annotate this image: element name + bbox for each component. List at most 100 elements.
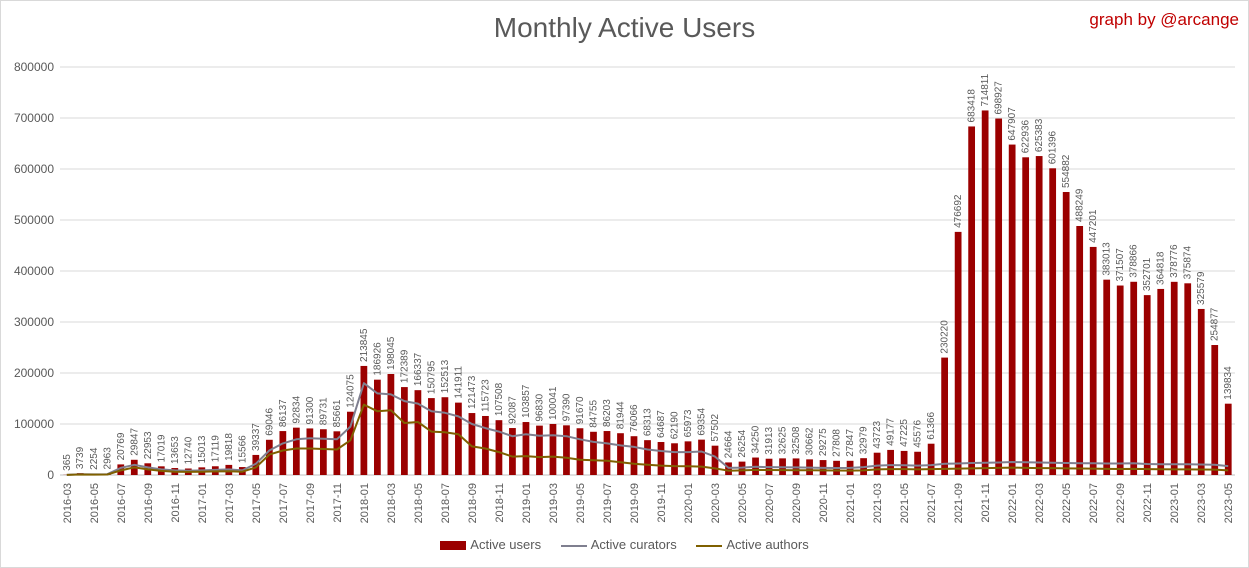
bar-active-users	[1103, 279, 1111, 475]
x-tick-label: 2021-01	[845, 483, 857, 523]
data-label: 150795	[426, 360, 437, 394]
bar-active-users	[468, 413, 476, 475]
y-tick-label: 200000	[14, 366, 54, 380]
data-label: 476692	[953, 194, 964, 228]
x-tick-label: 2022-07	[1088, 483, 1100, 523]
data-label: 115723	[480, 379, 491, 412]
x-tick-label: 2018-01	[359, 483, 371, 523]
chart-title: Monthly Active Users	[493, 12, 756, 43]
x-tick-label: 2016-09	[143, 483, 155, 523]
data-label: 698927	[994, 81, 1005, 115]
y-tick-label: 500000	[14, 213, 54, 227]
x-tick-label: 2023-05	[1223, 483, 1235, 523]
data-label: 62190	[670, 411, 681, 439]
bar-active-users	[1143, 295, 1151, 475]
data-label: 325579	[1196, 271, 1207, 305]
data-label: 17019	[156, 434, 167, 462]
x-tick-label: 2020-03	[710, 483, 722, 523]
bar-active-users	[941, 357, 949, 475]
data-label: 39337	[251, 423, 262, 451]
bar-active-users	[1130, 281, 1138, 475]
bar-active-users	[319, 429, 327, 475]
line-active-curators	[66, 382, 1229, 476]
bar-active-users	[671, 443, 678, 475]
legend-label-curators: Active curators	[590, 537, 677, 553]
data-label: 57502	[710, 413, 721, 441]
bar-active-users	[522, 422, 530, 475]
bar-active-users	[684, 441, 692, 475]
data-label: 141911	[453, 366, 464, 399]
bar-active-users	[414, 390, 422, 475]
data-label: 69354	[697, 407, 708, 435]
data-label: 166337	[413, 352, 424, 386]
x-tick-label: 2021-07	[926, 483, 938, 523]
legend-item-active-curators[interactable]: Active curators	[560, 537, 677, 553]
bar-active-users	[1170, 281, 1178, 475]
x-tick-label: 2022-11	[1142, 483, 1154, 523]
chart-credit: graph by @arcange	[1089, 10, 1239, 29]
bar-active-users	[927, 443, 935, 475]
data-label: 81944	[615, 401, 626, 429]
x-tick-label: 2018-05	[413, 483, 425, 523]
legend-item-active-authors[interactable]: Active authors	[696, 537, 809, 552]
bar-active-users	[900, 450, 908, 475]
bar-active-users	[387, 373, 395, 475]
data-label: 365	[62, 454, 73, 471]
bar-active-users	[549, 423, 557, 475]
bar-active-users	[306, 428, 314, 475]
data-label: 107508	[494, 382, 505, 416]
data-label: 12740	[183, 436, 194, 464]
bar-active-users	[509, 428, 516, 475]
bar-active-users	[1062, 192, 1070, 475]
data-label: 30662	[805, 427, 816, 455]
data-label: 378866	[1129, 244, 1140, 278]
x-tick-label: 2019-11	[656, 483, 668, 523]
data-label: 32625	[778, 426, 789, 454]
x-tick-label: 2016-05	[89, 483, 101, 523]
data-label: 29847	[129, 428, 140, 456]
data-label: 488249	[1075, 188, 1086, 222]
x-tick-label: 2017-07	[278, 483, 290, 523]
x-tick-label: 2017-05	[251, 483, 263, 523]
data-label: 554882	[1061, 154, 1072, 188]
bar-active-users	[482, 415, 489, 475]
data-label: 15013	[197, 435, 208, 463]
bar-active-users	[873, 452, 881, 475]
data-label: 17119	[210, 435, 221, 463]
data-label: 186926	[372, 342, 383, 376]
data-label: 378776	[1169, 244, 1180, 278]
data-label: 43723	[872, 420, 883, 448]
data-label: 139834	[1223, 366, 1234, 400]
data-label: 625383	[1034, 118, 1045, 152]
bar-active-users	[603, 431, 611, 475]
y-tick-label: 0	[47, 468, 54, 482]
bar-active-users	[292, 427, 300, 475]
data-label: 47225	[899, 419, 910, 447]
bar-active-users	[887, 449, 894, 475]
x-tick-label: 2023-03	[1196, 483, 1208, 523]
data-label: 254877	[1210, 307, 1221, 341]
bar-active-users	[1224, 403, 1232, 475]
x-tick-label: 2021-11	[980, 483, 992, 523]
bar-active-users	[1184, 283, 1192, 475]
x-tick-label: 2023-01	[1169, 483, 1181, 523]
data-label: 383013	[1102, 242, 1113, 276]
data-label: 213845	[359, 328, 370, 362]
x-tick-label: 2022-09	[1115, 483, 1127, 523]
data-label: 22953	[143, 431, 154, 459]
data-label: 20769	[116, 432, 127, 460]
bar-active-users	[981, 110, 989, 476]
data-label: 683418	[967, 89, 978, 123]
data-label: 2254	[89, 447, 100, 470]
x-tick-label: 2017-09	[305, 483, 317, 523]
bar-active-users	[644, 440, 651, 475]
data-label: 622936	[1021, 119, 1032, 153]
bar-active-users	[360, 365, 368, 475]
data-label: 92087	[507, 396, 518, 424]
data-label: 45576	[913, 420, 924, 448]
bar-active-users	[455, 402, 462, 475]
x-tick-label: 2016-07	[116, 483, 128, 523]
data-label: 103857	[521, 384, 532, 418]
legend-item-active-users[interactable]: Active users	[440, 537, 541, 552]
x-tick-label: 2022-05	[1061, 483, 1073, 523]
